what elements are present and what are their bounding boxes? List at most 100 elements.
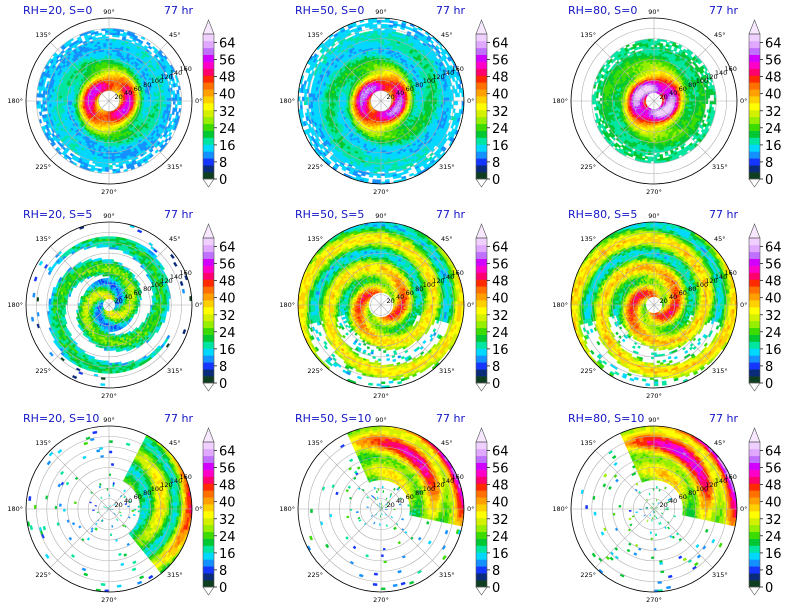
field-cell xyxy=(164,138,168,142)
field-cell xyxy=(169,121,172,125)
field-cell xyxy=(414,103,416,105)
field-cell xyxy=(175,108,178,112)
colorbar-tick-label: 0 xyxy=(219,173,227,188)
angular-tick-label: 135° xyxy=(35,31,51,39)
field-cell xyxy=(153,99,155,101)
field-cell xyxy=(155,99,157,102)
field-cell xyxy=(102,35,106,37)
field-cell xyxy=(105,31,109,33)
field-cell xyxy=(155,101,157,104)
field-cell xyxy=(109,147,112,149)
colorbar-tick-label: 40 xyxy=(219,88,236,103)
field-cell xyxy=(49,98,51,101)
field-cell xyxy=(98,33,102,36)
field-cell xyxy=(59,98,61,101)
field-cell xyxy=(157,98,159,101)
field-cell xyxy=(157,101,159,104)
colorbar-segment xyxy=(203,34,214,41)
field-cell xyxy=(63,101,65,103)
field-cell xyxy=(109,55,111,57)
radial-tick-label: 60 xyxy=(134,85,142,93)
field-cell xyxy=(163,101,165,104)
field-cell xyxy=(47,98,49,101)
field-cell xyxy=(116,165,120,168)
field-cell xyxy=(107,138,109,140)
field-cell xyxy=(107,53,110,55)
field-cell xyxy=(41,108,44,112)
field-cell xyxy=(173,101,175,105)
field-cell xyxy=(107,145,109,147)
field-cell xyxy=(167,98,169,101)
field-cell xyxy=(106,41,109,43)
field-cell xyxy=(119,166,123,169)
colorbar-segment xyxy=(203,75,214,82)
angular-tick-label: 90° xyxy=(103,8,115,16)
colorbar-tick-label: 64 xyxy=(219,37,236,52)
field-cell xyxy=(161,140,165,144)
field-cell xyxy=(109,165,113,167)
colorbar-segment xyxy=(203,131,214,138)
colorbar-extend-max xyxy=(203,20,214,34)
field-cell xyxy=(107,62,109,64)
field-cell xyxy=(109,155,112,157)
colorbar-segment xyxy=(203,165,214,172)
field-cell xyxy=(109,39,112,41)
field-cell xyxy=(109,159,112,161)
colorbar-segment xyxy=(203,103,214,110)
field-cell xyxy=(109,31,113,33)
colorbar-segment xyxy=(203,69,214,76)
field-cell xyxy=(383,66,385,68)
colorbar-segment xyxy=(203,110,214,117)
colorbar-segment xyxy=(203,151,214,158)
field-cell xyxy=(173,98,175,102)
field-cell xyxy=(53,101,55,104)
field-cell xyxy=(109,149,112,151)
field-cell xyxy=(175,105,177,109)
field-cell xyxy=(109,62,111,64)
field-cell xyxy=(99,165,103,168)
colorbar-segment xyxy=(203,48,214,55)
field-cell xyxy=(152,46,156,50)
field-cell xyxy=(111,66,113,68)
field-cell xyxy=(102,169,106,171)
colorbar-segment xyxy=(203,124,214,131)
colorbar-segment xyxy=(203,117,214,124)
field-cell xyxy=(106,39,109,41)
field-cell xyxy=(39,101,41,105)
field-cell xyxy=(47,101,49,104)
colorbar-segment xyxy=(203,172,214,179)
field-cell xyxy=(175,97,177,101)
field-cell xyxy=(153,101,155,103)
angular-tick-label: 270° xyxy=(101,188,117,196)
field-cell xyxy=(109,45,112,47)
field-cell xyxy=(68,156,72,160)
field-cell xyxy=(377,134,379,136)
colorbar-tick-label: 56 xyxy=(219,54,236,69)
field-cell xyxy=(176,112,179,116)
field-cell xyxy=(109,41,112,43)
angular-tick-label: 315° xyxy=(167,163,183,171)
field-cell xyxy=(146,101,148,103)
field-cell xyxy=(146,99,148,101)
colorbar-segment xyxy=(203,62,214,69)
colorbar-extend-min xyxy=(203,179,214,187)
field-cell xyxy=(70,99,72,101)
field-cell xyxy=(109,157,112,159)
angular-tick-label: 0° xyxy=(195,97,202,105)
field-cell xyxy=(95,164,99,167)
field-cell xyxy=(49,101,51,104)
angular-tick-label: 180° xyxy=(7,97,23,105)
field-cell xyxy=(173,91,176,95)
angular-tick-label: 45° xyxy=(169,31,181,39)
colorbar-segment xyxy=(203,55,214,62)
field-cell xyxy=(165,98,167,101)
field-cell xyxy=(88,164,92,167)
colorbar-segment xyxy=(203,144,214,151)
field-cell xyxy=(109,53,112,55)
field-cell xyxy=(109,167,113,169)
field-cell xyxy=(107,55,109,57)
field-cell xyxy=(109,64,111,66)
